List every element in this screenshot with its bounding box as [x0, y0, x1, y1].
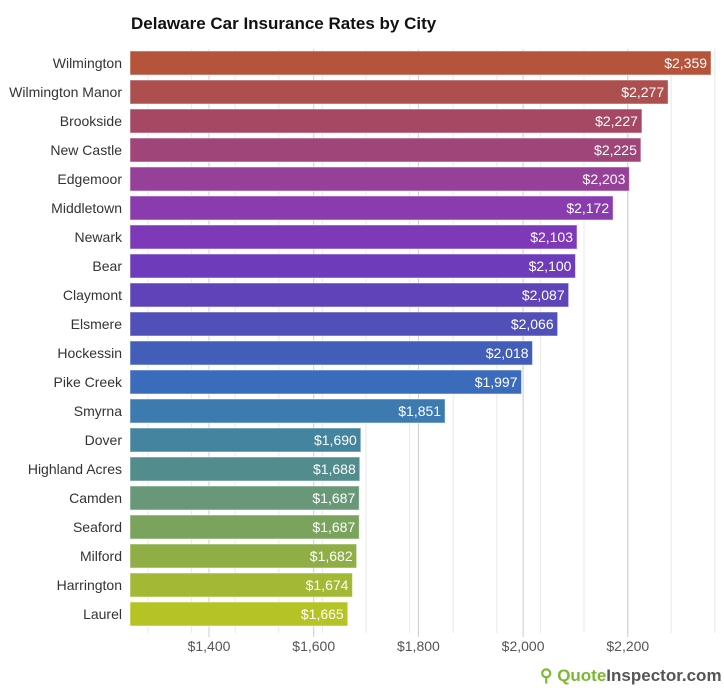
category-label: Brookside: [60, 113, 122, 129]
x-tick-label: $1,400: [188, 638, 231, 654]
data-label: $1,851: [398, 403, 441, 419]
data-label: $2,066: [511, 316, 554, 332]
category-label: Dover: [85, 432, 123, 448]
bar: [129, 166, 630, 192]
bar: [129, 224, 578, 250]
bar: [129, 137, 642, 163]
magnifier-dollar-icon: ⚲: [540, 666, 553, 685]
bar: [129, 572, 353, 598]
bar: [129, 282, 570, 308]
bar: [129, 311, 559, 337]
category-label: Pike Creek: [54, 374, 123, 390]
bar: [129, 514, 360, 540]
bar: [129, 50, 712, 76]
data-label: $2,018: [486, 345, 529, 361]
data-label: $1,687: [312, 519, 355, 535]
bar: [129, 79, 669, 105]
bar: [129, 253, 576, 279]
data-label: $1,687: [312, 490, 355, 506]
data-label: $2,359: [664, 55, 707, 71]
data-label: $1,690: [314, 432, 357, 448]
category-label: Seaford: [73, 519, 122, 535]
bar: [129, 369, 523, 395]
category-label: Wilmington Manor: [9, 84, 122, 100]
category-label: Newark: [75, 229, 123, 245]
bar: [129, 601, 349, 627]
bar: [129, 485, 360, 511]
data-label: $2,172: [566, 200, 609, 216]
category-label: Camden: [69, 490, 122, 506]
data-label: $1,665: [301, 606, 344, 622]
category-label: Laurel: [83, 606, 122, 622]
bar: [129, 427, 362, 453]
category-label: Smyrna: [74, 403, 122, 419]
category-label: Edgemoor: [57, 171, 122, 187]
data-label: $1,682: [310, 548, 353, 564]
category-label: Middletown: [51, 200, 122, 216]
category-label: Hockessin: [57, 345, 122, 361]
data-label: $2,100: [529, 258, 572, 274]
bar: [129, 398, 446, 424]
bar: [129, 108, 643, 134]
data-label: $1,997: [475, 374, 518, 390]
category-label: Bear: [92, 258, 122, 274]
category-label: Milford: [80, 548, 122, 564]
data-label: $2,277: [621, 84, 664, 100]
category-label: Harrington: [57, 577, 122, 593]
data-label: $1,688: [313, 461, 356, 477]
x-tick-label: $1,600: [292, 638, 335, 654]
bar: [129, 340, 534, 366]
category-label: Elsmere: [71, 316, 123, 332]
bar: [129, 543, 358, 569]
bar: [129, 456, 361, 482]
category-label: New Castle: [50, 142, 122, 158]
data-label: $2,225: [594, 142, 637, 158]
bar: [129, 195, 614, 221]
data-label: $2,103: [530, 229, 573, 245]
category-label: Claymont: [63, 287, 122, 303]
x-tick-label: $1,800: [397, 638, 440, 654]
x-tick-label: $2,000: [502, 638, 545, 654]
chart-title: Delaware Car Insurance Rates by City: [131, 14, 437, 33]
data-label: $1,674: [306, 577, 349, 593]
category-label: Wilmington: [53, 55, 122, 71]
data-label: $2,087: [522, 287, 565, 303]
data-label: $2,203: [583, 171, 626, 187]
quoteinspector-logo[interactable]: ⚲ QuoteInspector.com: [540, 666, 722, 685]
category-label: Highland Acres: [28, 461, 122, 477]
x-tick-label: $2,200: [606, 638, 649, 654]
data-label: $2,227: [595, 113, 638, 129]
